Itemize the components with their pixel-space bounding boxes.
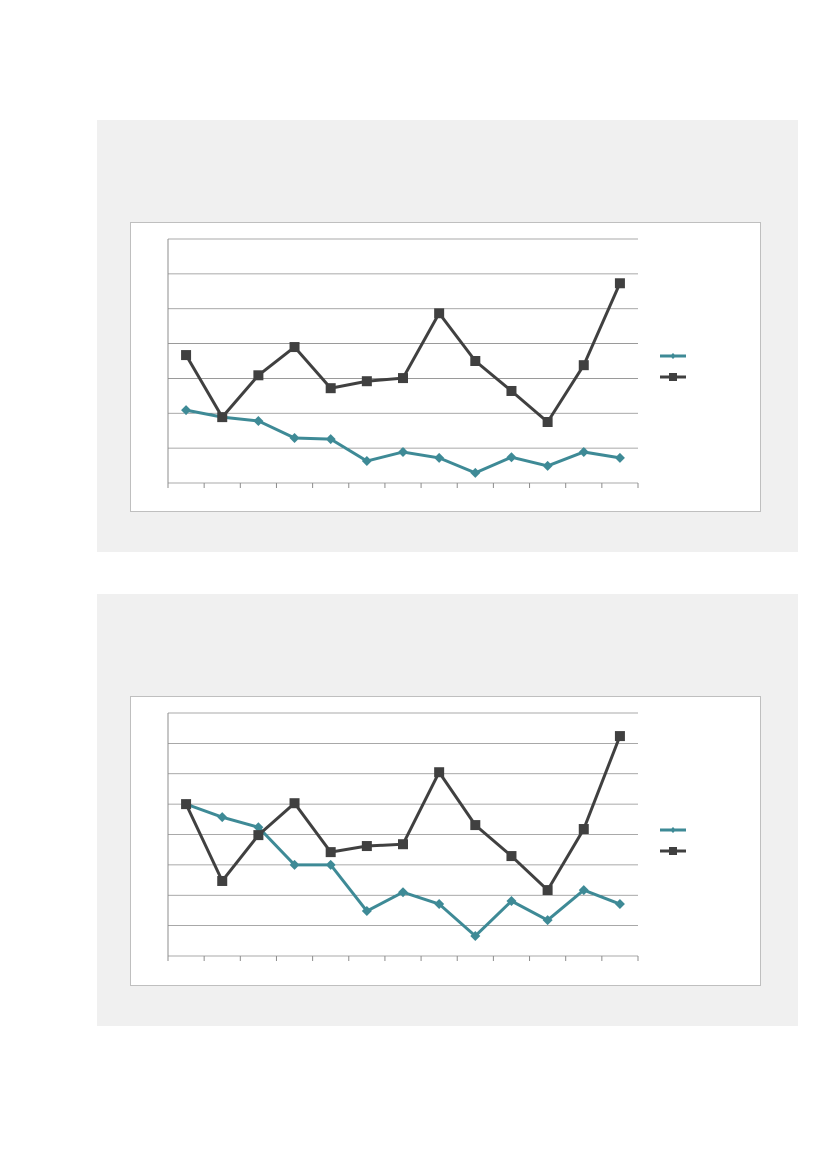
point — [217, 875, 228, 886]
point — [578, 446, 589, 457]
point — [398, 446, 408, 457]
point — [325, 847, 336, 858]
point — [578, 360, 589, 371]
point — [181, 799, 192, 810]
point — [181, 405, 192, 416]
legend-marker — [669, 373, 677, 381]
point — [506, 896, 517, 907]
point — [289, 433, 300, 444]
point — [325, 383, 336, 394]
point — [578, 824, 589, 835]
legend-marker — [670, 353, 676, 359]
point — [470, 930, 481, 941]
point — [614, 452, 625, 463]
point — [506, 385, 517, 396]
point — [542, 915, 553, 926]
chart-frame — [130, 696, 761, 986]
point — [542, 460, 553, 471]
point — [289, 859, 300, 870]
point — [434, 308, 445, 319]
point — [542, 885, 553, 896]
point — [614, 278, 625, 289]
point — [289, 342, 300, 353]
point — [253, 822, 264, 833]
point — [325, 859, 336, 870]
point — [506, 851, 517, 862]
point — [217, 812, 228, 823]
point — [217, 412, 228, 423]
point — [325, 434, 336, 445]
legend-marker — [670, 827, 676, 833]
point — [361, 841, 372, 852]
point — [542, 417, 553, 427]
point — [361, 906, 372, 917]
point — [434, 452, 445, 463]
point — [614, 899, 625, 910]
point — [361, 376, 372, 387]
chart-frame — [130, 222, 761, 512]
point — [398, 839, 408, 850]
point — [506, 452, 517, 463]
point — [398, 887, 408, 898]
point — [614, 731, 625, 742]
point — [398, 373, 408, 384]
point — [470, 820, 481, 831]
point — [181, 350, 192, 361]
point — [289, 798, 300, 809]
point — [361, 456, 372, 467]
point — [253, 370, 264, 381]
point — [434, 899, 445, 910]
legend-marker — [669, 847, 677, 855]
point — [470, 467, 481, 478]
point — [470, 356, 481, 366]
point — [434, 767, 445, 778]
point — [578, 885, 589, 896]
point — [253, 830, 264, 841]
point — [253, 415, 264, 426]
